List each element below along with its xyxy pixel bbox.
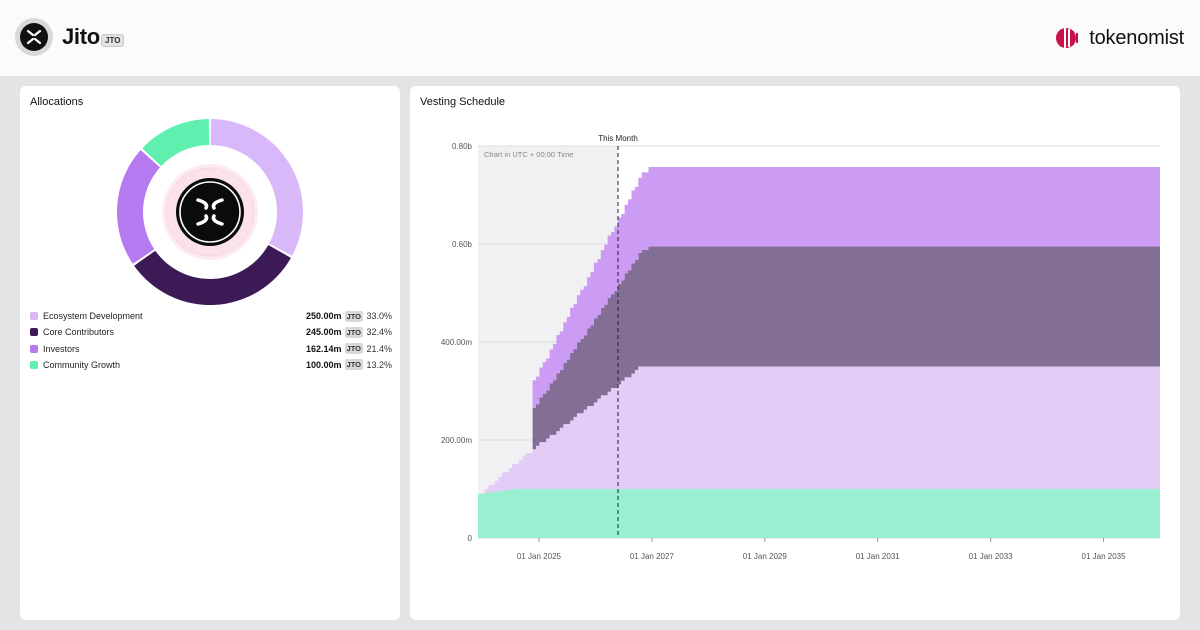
legend-label: Investors bbox=[43, 343, 80, 354]
x-tick-label: 01 Jan 2027 bbox=[630, 552, 675, 561]
chart-timezone-note: Chart in UTC + 00:00 Time bbox=[484, 150, 573, 159]
legend-swatch bbox=[30, 312, 38, 321]
x-tick-label: 01 Jan 2035 bbox=[1082, 552, 1127, 561]
donut-center-logo-ring bbox=[179, 181, 241, 243]
token-symbol-badge: JTO bbox=[101, 34, 125, 47]
donut-slice-ecosystem-development[interactable] bbox=[210, 119, 303, 256]
donut-slice-community-growth[interactable] bbox=[142, 119, 210, 167]
area-series-ecosystem-development[interactable] bbox=[478, 366, 1160, 494]
legend-amount: 100.00m bbox=[306, 359, 342, 370]
legend-unit-badge: JTO bbox=[344, 310, 363, 322]
legend-percent: 32.4% bbox=[366, 327, 392, 338]
legend-swatch bbox=[30, 328, 38, 337]
donut-slice-investors[interactable] bbox=[117, 150, 161, 264]
legend-percent: 13.2% bbox=[366, 359, 392, 370]
token-name: Jito bbox=[62, 24, 100, 49]
x-tick-label: 01 Jan 2033 bbox=[969, 552, 1014, 561]
tokenomist-logo-icon bbox=[1056, 28, 1079, 48]
jito-center-mark-icon bbox=[196, 198, 224, 226]
legend-amount: 162.14m bbox=[306, 343, 342, 354]
legend-row-investors[interactable]: Investors 162.14m JTO 21.4% bbox=[30, 341, 392, 357]
legend-unit-badge: JTO bbox=[344, 359, 363, 371]
x-tick-label: 01 Jan 2025 bbox=[517, 552, 562, 561]
header: Jito JTO tokenomist bbox=[0, 0, 1200, 76]
legend-values: 245.00m JTO 32.4% bbox=[306, 324, 392, 340]
legend-amount: 250.00m bbox=[306, 311, 342, 321]
allocations-card: Allocations Ecosystem Development 250.00m… bbox=[20, 86, 400, 620]
allocations-donut-chart bbox=[117, 119, 303, 305]
legend-unit-badge: JTO bbox=[344, 326, 363, 338]
this-month-label: This Month bbox=[598, 134, 638, 143]
vesting-schedule-chart: 0 200.00m 400.00m 0.60b 0.80b 01 Jan 2025 01 J… bbox=[441, 134, 1160, 561]
legend-row-community-growth[interactable]: Community Growth 100.00m JTO 13.2% bbox=[30, 357, 392, 373]
area-series-investors[interactable] bbox=[478, 167, 1160, 494]
legend-amount: 245.00m bbox=[306, 327, 342, 338]
legend-swatch bbox=[30, 344, 38, 353]
y-tick-label: 0 bbox=[468, 534, 473, 543]
vesting-schedule-title: Vesting Schedule bbox=[420, 96, 506, 108]
legend-label: Ecosystem Development bbox=[43, 311, 143, 322]
legend-row-ecosystem-development[interactable]: Ecosystem Development 250.00m JTO 33.0% bbox=[30, 308, 392, 324]
donut-center-logo-icon bbox=[176, 178, 244, 246]
legend-values: 250.00m JTO 33.0% bbox=[306, 308, 392, 324]
y-tick-label: 400.00m bbox=[441, 338, 472, 347]
brand-name: tokenomist bbox=[1089, 26, 1184, 49]
allocations-title: Allocations bbox=[30, 96, 84, 108]
x-tick-label: 01 Jan 2031 bbox=[856, 552, 901, 561]
brand[interactable]: tokenomist bbox=[1055, 24, 1184, 52]
legend-row-core-contributors[interactable]: Core Contributors 245.00m JTO 32.4% bbox=[30, 324, 392, 340]
legend-percent: 21.4% bbox=[366, 343, 392, 354]
legend-values: 162.14m JTO 21.4% bbox=[306, 341, 392, 357]
y-tick-label: 0.80b bbox=[452, 142, 473, 151]
vesting-schedule-card: Vesting Schedule 0 200.00m 400.00m 0.60b 0.8… bbox=[410, 86, 1180, 620]
token-logo bbox=[15, 18, 53, 56]
legend-unit-badge: JTO bbox=[344, 343, 363, 355]
y-tick-label: 0.60b bbox=[452, 240, 473, 249]
legend-label: Community Growth bbox=[43, 360, 121, 371]
area-series-core-contributors[interactable] bbox=[478, 246, 1160, 494]
allocations-legend: Ecosystem Development 250.00m JTO 33.0% Core… bbox=[30, 308, 392, 373]
legend-values: 100.00m JTO 13.2% bbox=[306, 357, 392, 373]
y-tick-label: 200.00m bbox=[441, 436, 472, 445]
area-series-community-growth[interactable] bbox=[478, 489, 1160, 538]
x-tick-label: 01 Jan 2029 bbox=[743, 552, 788, 561]
legend-label: Core Contributors bbox=[43, 327, 115, 338]
jito-logo-icon bbox=[20, 23, 48, 51]
donut-slice-core-contributors[interactable] bbox=[134, 245, 291, 305]
legend-percent: 33.0% bbox=[366, 311, 392, 321]
legend-swatch bbox=[30, 361, 38, 370]
